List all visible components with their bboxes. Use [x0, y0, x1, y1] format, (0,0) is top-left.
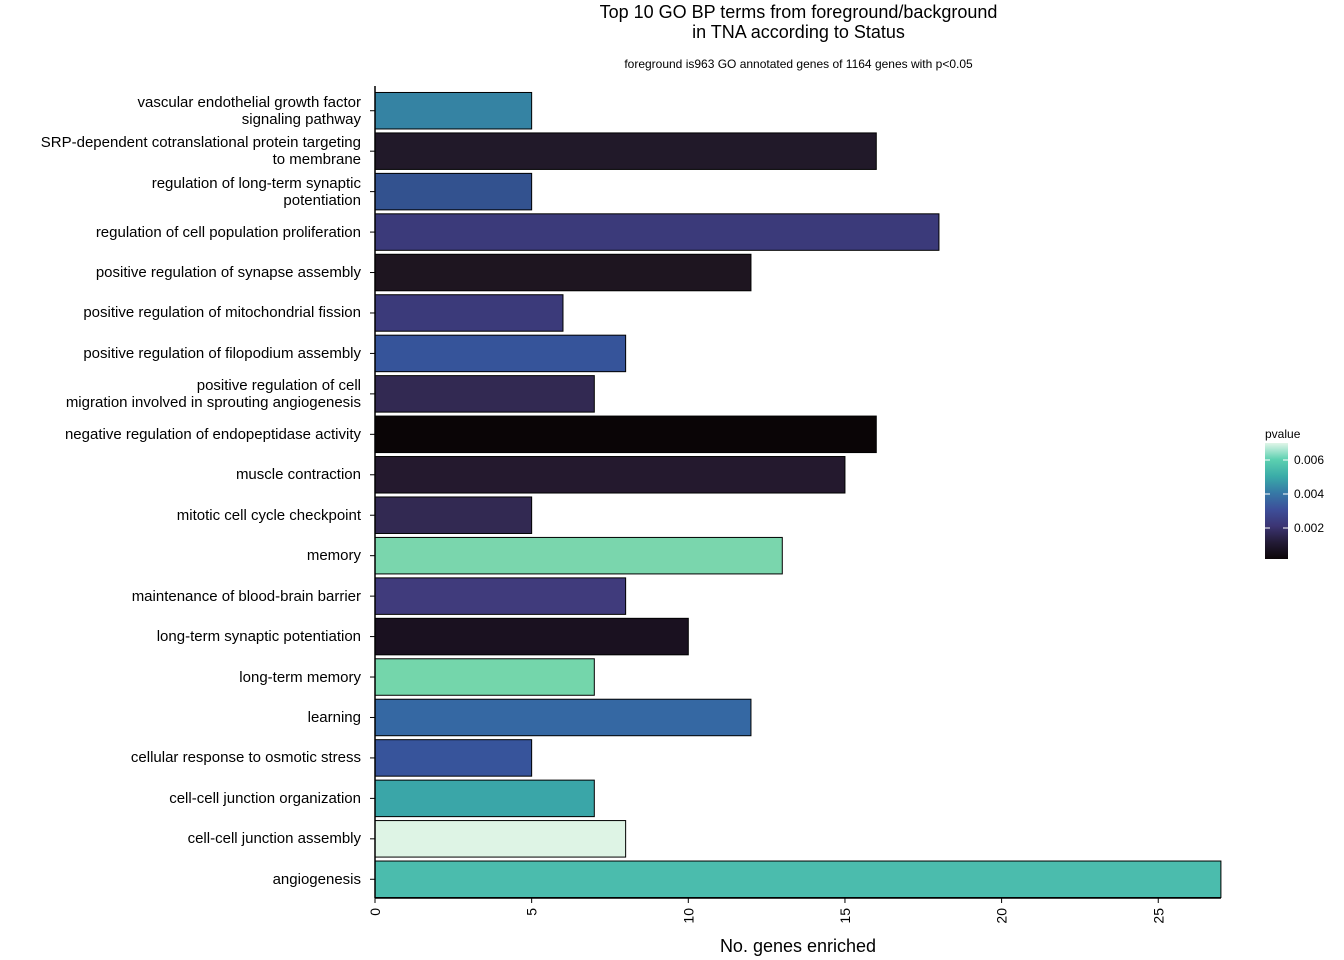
y-tick-label-line: memory [306, 547, 361, 565]
y-tick-label: positive regulation of filopodium assemb… [83, 345, 361, 362]
y-tick-label-line: potentiation [283, 191, 361, 209]
bar [374, 172, 533, 211]
y-tick-label-line: to membrane [272, 151, 361, 169]
y-tick-label-line: cell-cell junction assembly [187, 830, 361, 848]
x-tick-label: 10 [680, 908, 696, 924]
y-tick-label-line: vascular endothelial growth factor [137, 93, 361, 111]
y-tick-label: vascular endothelial growth factor signal… [138, 94, 361, 128]
x-tick-label: 25 [1150, 908, 1166, 924]
y-tick-label-line: maintenance of blood-brain barrier [131, 587, 361, 605]
chart-title-line-1: Top 10 GO BP terms from foreground/backg… [599, 2, 998, 22]
bar [374, 334, 627, 373]
y-tick-label-line: cell-cell junction organization [169, 789, 361, 807]
bar [374, 739, 533, 777]
bar [374, 496, 533, 534]
legend-tick-label: 0.006 [1294, 453, 1325, 467]
legend-colorbar [1265, 443, 1288, 559]
x-tick-label: 15 [837, 908, 853, 924]
bar [374, 820, 627, 858]
x-tick-label: 0 [367, 908, 383, 916]
y-tick-label-line: SRP-dependent cotranslational protein ta… [40, 134, 361, 152]
x-axis-label: No. genes enriched [719, 936, 877, 956]
y-tick-label: negative regulation of endopeptidase act… [65, 426, 361, 443]
y-tick-label-line: positive regulation of mitochondrial fis… [83, 304, 361, 322]
y-tick-label: mitotic cell cycle checkpoint [177, 507, 361, 524]
y-tick-label: angiogenesis [273, 871, 361, 888]
y-tick-label-line: long-term synaptic potentiation [156, 628, 361, 646]
y-tick-label: cellular response to osmotic stress [131, 749, 361, 766]
bar [374, 860, 1222, 899]
y-tick-label: SRP-dependent cotranslational protein ta… [41, 134, 361, 168]
y-tick-label: maintenance of blood-brain barrier [132, 588, 361, 605]
x-tick-label: 20 [994, 908, 1010, 924]
legend-tick-label: 0.004 [1294, 487, 1325, 501]
y-tick-label-line: muscle contraction [235, 466, 361, 484]
y-tick-label-line: negative regulation of endopeptidase act… [64, 425, 361, 443]
y-tick-label-line: migration involved in sprouting angiogen… [65, 393, 361, 411]
y-tick-label-line: long-term memory [239, 668, 361, 686]
bar [374, 536, 783, 575]
legend-tick-label: 0.002 [1294, 521, 1325, 535]
bar [374, 779, 595, 818]
bar [374, 658, 595, 696]
y-tick-label: memory [307, 547, 361, 564]
y-tick-label: long-term synaptic potentiation [157, 628, 361, 645]
bar [374, 375, 595, 413]
y-tick-label: regulation of long-term synaptic potentia… [152, 175, 361, 209]
chart-subtitle: foreground is963 GO annotated genes of 1… [624, 57, 973, 71]
y-tick-label: cell-cell junction assembly [188, 830, 361, 847]
y-tick-label: long-term memory [239, 669, 361, 686]
y-tick-label: positive regulation of cell migration inv… [66, 377, 361, 411]
y-tick-label: positive regulation of mitochondrial fis… [83, 304, 361, 321]
legend-title: pvalue [1265, 427, 1301, 441]
y-tick-label: positive regulation of synapse assembly [96, 264, 361, 281]
bar [374, 213, 940, 251]
bar [374, 294, 564, 332]
x-tick-label: 5 [524, 908, 540, 916]
y-tick-label-line: signaling pathway [241, 110, 361, 128]
chart-title-line-2: in TNA according to Status [692, 22, 905, 42]
bar [374, 698, 752, 737]
y-tick-label-line: positive regulation of filopodium assemb… [83, 344, 361, 362]
y-tick-label: cell-cell junction organization [169, 790, 361, 807]
bar [374, 91, 533, 130]
y-tick-label-line: learning [307, 708, 361, 726]
y-tick-label: muscle contraction [236, 466, 361, 483]
y-tick-label-line: angiogenesis [272, 870, 361, 888]
y-tick-label-line: positive regulation of cell [196, 376, 361, 394]
bar [374, 617, 689, 656]
bar [374, 577, 627, 615]
y-tick-label: learning [308, 709, 361, 726]
y-tick-label: regulation of cell population proliferat… [96, 224, 361, 241]
y-tick-label-line: regulation of cell population proliferat… [95, 223, 361, 241]
bar [374, 456, 846, 494]
y-tick-label-line: cellular response to osmotic stress [130, 749, 361, 767]
bar [374, 415, 877, 454]
y-tick-label-line: regulation of long-term synaptic [151, 174, 361, 192]
bar [374, 253, 752, 292]
y-tick-label-line: positive regulation of synapse assembly [95, 264, 361, 282]
y-tick-label-line: mitotic cell cycle checkpoint [176, 506, 361, 524]
bar [374, 132, 877, 170]
